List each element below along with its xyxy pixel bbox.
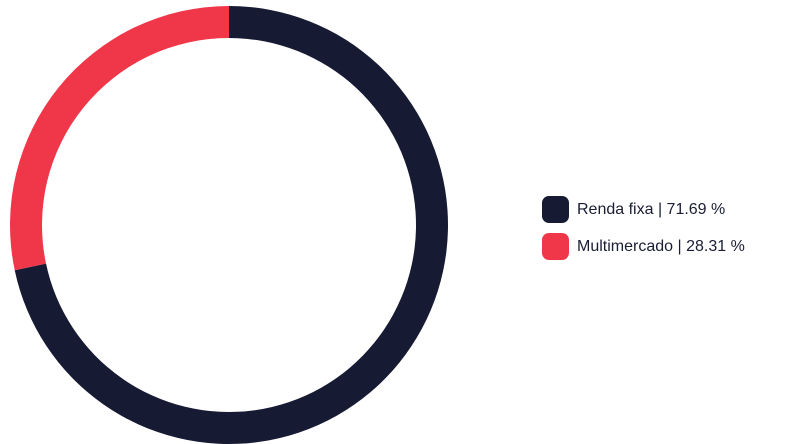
legend-swatch-multimercado [542,233,569,260]
legend-label-multimercado: Multimercado | 28.31 % [577,237,745,255]
donut-slice-multimercado[interactable] [9,6,229,271]
legend-swatch-renda-fixa [542,196,569,223]
legend-item-multimercado[interactable]: Multimercado | 28.31 % [542,233,745,260]
chart-legend: Renda fixa | 71.69 % Multimercado | 28.3… [542,196,745,260]
legend-item-renda-fixa[interactable]: Renda fixa | 71.69 % [542,196,745,223]
donut-slices [9,6,449,444]
legend-label-renda-fixa: Renda fixa | 71.69 % [577,200,726,218]
